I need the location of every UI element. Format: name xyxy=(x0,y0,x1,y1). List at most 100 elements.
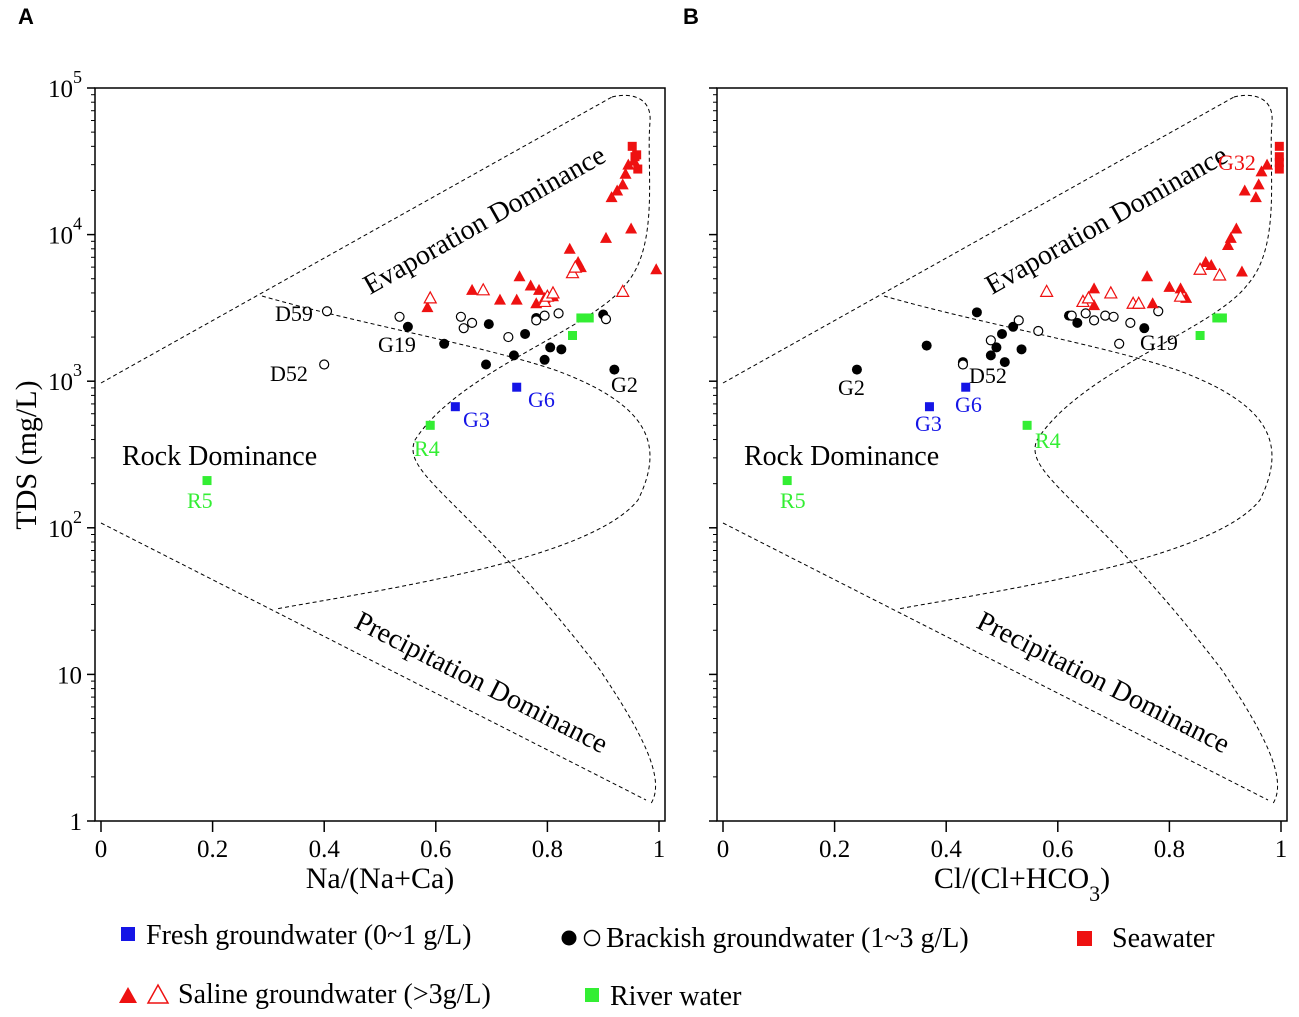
point-label-r4-a: R4 xyxy=(414,436,440,461)
point-triangle-3-7 xyxy=(533,283,546,295)
point-circle-1-1 xyxy=(439,338,450,349)
point-circle-1-11 xyxy=(609,364,620,375)
x-axis-label-a: Na/(Na+Ca) xyxy=(306,862,455,895)
point-circle-1-4 xyxy=(508,350,519,361)
legend-seawater-marker xyxy=(1077,931,1092,946)
point-label-g19-b: G19 xyxy=(1140,330,1178,355)
point-circle-open-2-6 xyxy=(503,331,514,343)
point-circle-open-2-9 xyxy=(553,308,564,319)
point-circle-1-6 xyxy=(997,328,1007,339)
point-triangle-3-1 xyxy=(1088,282,1101,294)
point-triangle-3-21 xyxy=(650,263,663,275)
point-triangle-3-18 xyxy=(622,158,635,170)
x-tick-label-2: 0.4 xyxy=(931,836,963,863)
x-tick-label-4: 0.8 xyxy=(1154,836,1185,863)
point-triangle-open-4-0 xyxy=(1039,284,1054,297)
point-square-6-3 xyxy=(576,313,586,323)
point-circle-open-2-0 xyxy=(321,306,333,317)
panel-b: B Evaporation Dominance Rock Dominance P… xyxy=(683,4,1288,906)
point-square-5-2 xyxy=(1274,158,1284,168)
point-triangle-3-13 xyxy=(599,231,612,243)
point-square-6-4 xyxy=(584,313,594,323)
point-triangle-open-4-4 xyxy=(545,285,560,299)
evaporation-dominance-label-b: Evaporation Dominance xyxy=(980,140,1233,301)
point-triangle-3-4 xyxy=(1163,280,1176,292)
point-circle-1-3 xyxy=(483,319,494,330)
point-circle-open-2-2 xyxy=(1013,315,1024,326)
point-circle-1-9 xyxy=(556,344,567,355)
point-square-5-0 xyxy=(627,141,637,151)
y-tick-label-5: 105 xyxy=(48,67,82,103)
point-circle-open-2-8 xyxy=(539,310,550,321)
plot-frame-a xyxy=(94,87,666,822)
point-circle-open-2-7 xyxy=(531,315,542,326)
x-tick-label-0: 0 xyxy=(95,836,108,863)
point-triangle-3-2 xyxy=(1141,270,1154,282)
legend-saline-label: Saline groundwater (>3g/L) xyxy=(178,979,491,1010)
panel-a: A Evaporation Dominance Rock Dominance P… xyxy=(18,4,666,895)
point-triangle-3-19 xyxy=(625,222,638,234)
y-tick-label-1: 10 xyxy=(57,662,82,689)
point-square-6-1 xyxy=(425,420,435,430)
point-triangle-3-14 xyxy=(605,191,618,203)
point-triangle-3-3 xyxy=(510,293,523,305)
data-points-a xyxy=(202,141,663,486)
point-triangle-open-4-8 xyxy=(1212,267,1227,281)
point-label-g2-b: G2 xyxy=(838,375,865,400)
gibbs-mid-boundary-b xyxy=(883,295,1273,610)
point-circle-open-2-10 xyxy=(600,314,612,325)
y-tick-label-0: 1 xyxy=(70,809,83,836)
gibbs-envelope-b xyxy=(1034,94,1279,806)
point-label-g19-a: G19 xyxy=(378,332,416,357)
point-circle-1-11 xyxy=(1072,317,1083,328)
x-tick-label-0: 0 xyxy=(717,836,730,863)
point-square-5-2 xyxy=(633,164,643,174)
gibbs-envelope-a xyxy=(412,94,657,806)
point-square-0-1 xyxy=(961,382,971,392)
point-circle-open-2-7 xyxy=(1100,310,1111,321)
point-circle-open-2-0 xyxy=(957,359,969,370)
point-triangle-3-5 xyxy=(1174,282,1187,294)
point-triangle-3-4 xyxy=(513,270,526,282)
point-triangle-3-10 xyxy=(1224,231,1237,243)
y-axis-label: TDS (mg/L) xyxy=(10,380,43,529)
x-tick-label-2: 0.4 xyxy=(309,836,341,863)
legend-fresh-label: Fresh groundwater (0~1 g/L) xyxy=(146,920,471,951)
point-circle-open-2-11 xyxy=(1153,306,1164,317)
point-triangle-3-15 xyxy=(611,184,624,196)
point-label-r5-b: R5 xyxy=(780,488,806,513)
point-triangle-open-4-7 xyxy=(1193,262,1208,275)
gibbs-boundaries-a xyxy=(100,94,657,806)
point-labels-a: D59 D52 G19 G2 G3 G6 R4 R5 xyxy=(187,301,638,513)
point-circle-1-4 xyxy=(985,350,996,361)
legend-brackish-open-marker xyxy=(583,929,601,947)
point-triangle-3-1 xyxy=(466,283,479,295)
point-square-6-3 xyxy=(1212,313,1222,323)
point-triangle-open-4-1 xyxy=(476,282,491,296)
axis-ticks-b: 0 0.2 0.4 0.6 0.8 1 xyxy=(709,87,1287,863)
point-square-6-0 xyxy=(202,476,212,486)
point-label-g3-a: G3 xyxy=(463,407,490,432)
point-label-g6-a: G6 xyxy=(528,387,555,412)
point-triangle-3-8 xyxy=(1205,259,1218,271)
point-square-5-3 xyxy=(632,150,642,160)
point-circle-open-2-5 xyxy=(1080,308,1091,319)
point-labels-b: G32 D52 G19 G2 G3 G6 R4 R5 xyxy=(780,150,1256,513)
y-tick-label-4: 104 xyxy=(48,214,82,250)
point-triangle-3-3 xyxy=(1146,297,1159,309)
point-square-6-0 xyxy=(782,476,792,486)
point-circle-open-2-3 xyxy=(1033,325,1044,337)
x-tick-label-1: 0.2 xyxy=(819,836,850,863)
point-triangle-open-4-6 xyxy=(568,259,583,273)
point-triangle-3-0 xyxy=(1088,299,1101,311)
point-label-g3-b: G3 xyxy=(915,411,942,436)
legend-brackish-label: Brackish groundwater (1~3 g/L) xyxy=(606,923,969,954)
point-square-6-4 xyxy=(1217,313,1227,323)
point-triangle-open-4-6 xyxy=(1173,288,1188,302)
point-label-d59-a: D59 xyxy=(275,301,313,326)
precipitation-dominance-label-a: Precipitation Dominance xyxy=(350,606,613,760)
point-circle-1-2 xyxy=(481,359,492,370)
point-label-r5-a: R5 xyxy=(187,488,213,513)
point-circle-1-0 xyxy=(851,364,862,375)
